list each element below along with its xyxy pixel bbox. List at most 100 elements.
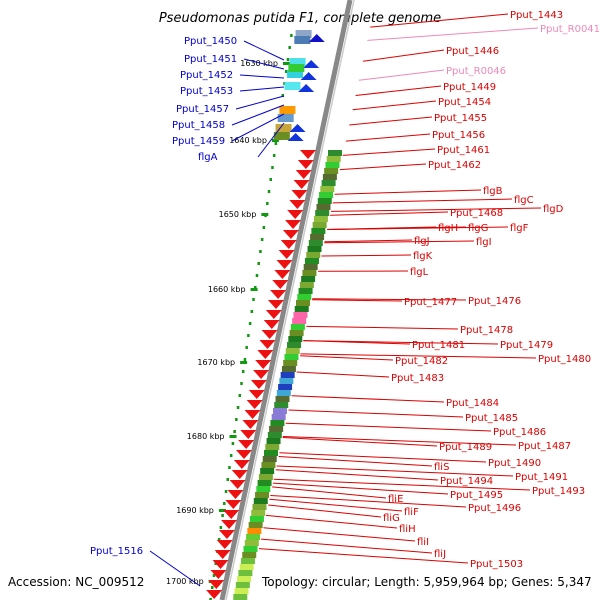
ruler-dot xyxy=(217,538,221,541)
gene-label-reverse: Pput_1480 xyxy=(538,354,591,365)
tick-mark xyxy=(271,139,279,142)
leader-line xyxy=(243,40,285,61)
backbone-line xyxy=(219,0,353,600)
gene-block xyxy=(279,106,296,114)
gene-label-reverse: flgI xyxy=(476,237,492,248)
gene-block xyxy=(302,270,317,276)
ruler-dot xyxy=(248,322,252,325)
gene-block xyxy=(285,348,300,354)
leader-line xyxy=(334,189,482,195)
map-title: Pseudomonas putida F1, complete genome xyxy=(159,11,441,26)
gene-block xyxy=(264,450,278,456)
gene-label-reverse: flgG xyxy=(468,223,488,234)
ruler-dot xyxy=(288,46,291,49)
gene-block xyxy=(275,124,292,132)
gene-block xyxy=(246,534,261,540)
gene-block xyxy=(293,312,308,318)
gene-block xyxy=(255,492,270,498)
gene-block xyxy=(253,498,268,504)
gene-block xyxy=(288,64,305,72)
gene-block xyxy=(325,162,340,168)
leader-line xyxy=(243,58,285,70)
ruler-dot xyxy=(211,586,214,589)
ruler-dot xyxy=(260,238,264,241)
ruler-dot xyxy=(243,358,247,361)
leader-line xyxy=(324,240,475,244)
gene-block xyxy=(256,486,271,492)
ruler-dot xyxy=(235,418,238,421)
leader-line xyxy=(324,239,413,243)
gene-block xyxy=(267,432,282,438)
gene-block xyxy=(317,198,332,204)
reverse-gene-arrow xyxy=(272,280,289,289)
gene-block xyxy=(257,480,272,486)
tick-mark xyxy=(229,435,237,438)
leader-line xyxy=(266,514,398,529)
ruler-dot xyxy=(228,466,231,469)
leader-line xyxy=(303,340,499,345)
gene-block xyxy=(303,264,318,270)
gene-block xyxy=(276,390,291,396)
ruler-dot xyxy=(229,454,233,457)
reverse-gene-arrow xyxy=(231,470,248,479)
gene-label-reverse: flgD xyxy=(543,204,564,215)
gene-label-reverse: Pput_R0046 xyxy=(446,66,506,77)
gene-label-reverse: Pput_1476 xyxy=(468,296,521,307)
reverse-gene-arrow xyxy=(238,440,255,449)
gene-label-reverse: Pput_1490 xyxy=(488,458,541,469)
gene-label-reverse: Pput_1481 xyxy=(412,340,465,351)
gene-block xyxy=(283,360,298,366)
gene-label-reverse: Pput_1484 xyxy=(446,398,499,409)
gene-label-reverse: Pput_1449 xyxy=(443,82,496,93)
gene-block xyxy=(275,396,290,402)
leader-line xyxy=(327,226,509,230)
ruler-dot xyxy=(223,502,226,505)
gene-block xyxy=(326,156,341,162)
tick-mark xyxy=(282,62,290,65)
leader-line xyxy=(349,116,433,126)
reverse-gene-arrow xyxy=(270,290,287,299)
gene-label-reverse: flgH xyxy=(438,223,458,234)
kbp-ticks: 1630 kbp 1640 kbp 1650 kbp 1660 kbp 1670 kbp… xyxy=(166,59,290,586)
gene-label-reverse: Pput_1494 xyxy=(440,476,493,487)
gene-block xyxy=(287,70,304,78)
reverse-gene-arrow xyxy=(208,580,225,589)
gene-block xyxy=(244,540,259,546)
gene-block xyxy=(308,240,323,246)
ruler-dot xyxy=(290,34,293,37)
gene-block xyxy=(290,324,305,330)
gene-label-reverse: flgJ xyxy=(414,236,430,247)
reverse-gene-arrow xyxy=(280,240,297,249)
tick-mark xyxy=(261,213,269,216)
leader-line xyxy=(258,548,469,564)
ruler-dot xyxy=(257,262,260,265)
gene-label-reverse: Pput_1485 xyxy=(465,413,518,424)
reverse-gene-arrow xyxy=(214,550,231,559)
gene-block xyxy=(262,456,277,462)
leader-line xyxy=(273,478,531,491)
reverse-gene-arrow xyxy=(223,510,240,519)
ruler-dot xyxy=(286,58,290,61)
ruler-dot xyxy=(209,598,212,600)
gene-block xyxy=(265,444,280,450)
reverse-gene-arrow xyxy=(289,200,306,209)
leader-line xyxy=(282,437,438,447)
tick-label: 1660 kbp xyxy=(208,285,246,294)
gene-label-reverse: Pput_1446 xyxy=(446,46,499,57)
ruler-dot xyxy=(271,166,274,169)
gene-label-reverse: Pput_1479 xyxy=(500,340,553,351)
gene-block xyxy=(240,558,255,564)
reverse-gene-arrow xyxy=(268,300,284,309)
gene-labels: Pput_1450 Pput_1451 Pput_1452 Pput_1453 Pput… xyxy=(90,10,600,570)
reverse-gene-arrow xyxy=(297,160,314,169)
reverse-gene-arrow xyxy=(221,520,238,529)
forward-gene-arrow xyxy=(287,133,304,141)
gene-label-forward: Pput_1451 xyxy=(184,54,237,65)
gene-label-forward: Pput_1450 xyxy=(184,36,237,47)
gene-block xyxy=(252,504,267,510)
gene-block xyxy=(322,174,337,180)
gene-label-reverse: flgL xyxy=(410,267,429,278)
reverse-gene-arrow xyxy=(261,330,278,339)
ruler-dot xyxy=(219,526,223,529)
ruler-dot xyxy=(267,190,271,193)
